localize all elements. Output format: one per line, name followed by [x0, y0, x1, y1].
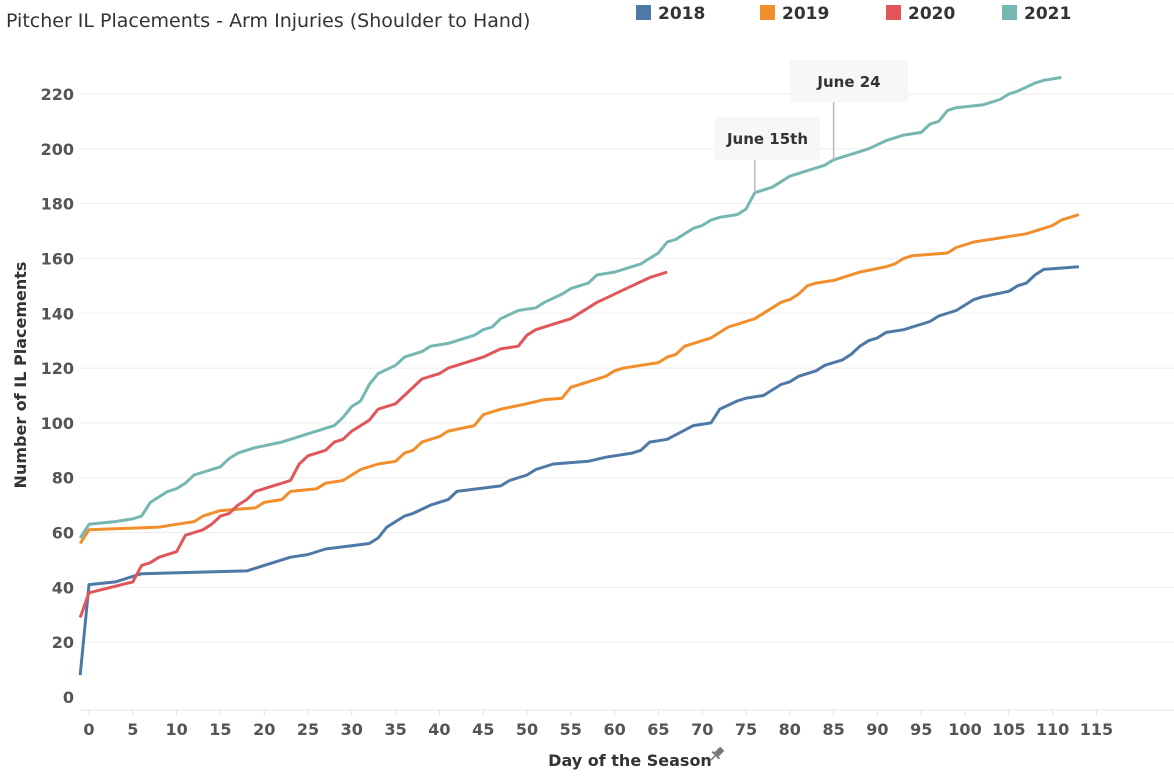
x-tick-label: 5 [127, 720, 138, 739]
annotation-box [715, 117, 820, 160]
y-tick-label: 160 [41, 249, 74, 268]
y-tick-label: 80 [52, 469, 74, 488]
x-tick-label: 25 [297, 720, 319, 739]
y-tick-label: 40 [52, 578, 74, 597]
x-tick-label: 20 [253, 720, 275, 739]
x-tick-label: 115 [1080, 720, 1113, 739]
y-tick-label: 220 [41, 85, 74, 104]
x-tick-label: 10 [165, 720, 187, 739]
x-tick-label: 75 [735, 720, 757, 739]
series-line-2021 [78, 76, 1062, 539]
x-tick-label: 95 [910, 720, 932, 739]
y-axis: 0 20 40 60 80 100 120 140 160 180 200 220 [41, 85, 74, 707]
x-tick-label: 100 [948, 720, 981, 739]
chart-title: Pitcher IL Placements - Arm Injuries (Sh… [6, 10, 530, 32]
legend-swatch [636, 5, 651, 20]
y-tick-label: 120 [41, 359, 74, 378]
legend-label: 2020 [908, 4, 955, 24]
annotation-label: June 24 [816, 73, 880, 91]
pin-icon[interactable] [707, 745, 725, 763]
x-tick-label: 30 [341, 720, 363, 739]
x-tick-label: 110 [1036, 720, 1069, 739]
x-tick-label: 35 [384, 720, 406, 739]
legend-swatch [760, 5, 775, 20]
x-tick-label: 0 [83, 720, 94, 739]
x-tick-label: 15 [209, 720, 231, 739]
x-tick-label: 45 [472, 720, 494, 739]
y-tick-label: 140 [41, 304, 74, 323]
annotations: June 15th June 24 [715, 60, 908, 193]
x-tick-label: 65 [647, 720, 669, 739]
y-tick-label: 0 [63, 688, 74, 707]
series-line-2020 [78, 270, 668, 619]
y-tick-label: 60 [52, 524, 74, 543]
legend-swatch [1002, 5, 1017, 20]
y-tick-label: 100 [41, 414, 74, 433]
x-axis-title: Day of the Season [548, 751, 712, 770]
legend-label: 2019 [782, 4, 829, 24]
x-tick-label: 105 [992, 720, 1025, 739]
y-tick-label: 200 [41, 140, 74, 159]
y-tick-label: 20 [52, 633, 74, 652]
series-line-2018 [78, 265, 1080, 676]
x-tick-label: 55 [560, 720, 582, 739]
y-axis-title: Number of IL Placements [11, 262, 30, 489]
series-line-2019 [78, 213, 1080, 545]
x-tick-label: 70 [691, 720, 713, 739]
y-tick-label: 180 [41, 195, 74, 214]
series-lines [78, 76, 1080, 676]
annotation-label: June 15th [726, 130, 808, 148]
legend-swatch [886, 5, 901, 20]
x-tick-label: 80 [779, 720, 801, 739]
legend: 2018 2019 2020 2021 [636, 4, 1071, 24]
x-tick-label: 90 [866, 720, 888, 739]
annotation-box [790, 60, 908, 102]
x-tick-label: 85 [822, 720, 844, 739]
x-tick-label: 40 [428, 720, 450, 739]
x-tick-label: 50 [516, 720, 538, 739]
x-axis: 0 5 10 15 20 25 30 35 40 45 50 55 60 65 70 75 80 85 90 95 10… [80, 709, 1174, 739]
x-tick-label: 60 [603, 720, 625, 739]
legend-label: 2018 [658, 4, 705, 24]
legend-label: 2021 [1024, 4, 1071, 24]
